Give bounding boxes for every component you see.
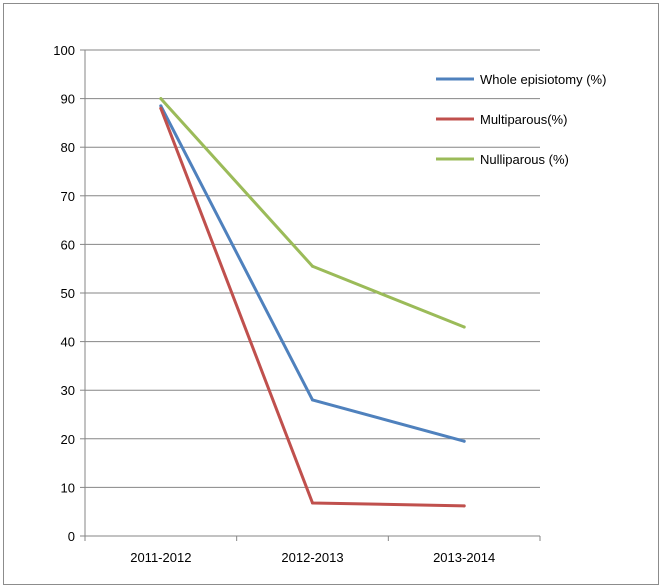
data-point — [462, 504, 466, 508]
x-tick-label: 2013-2014 — [433, 550, 495, 565]
x-axis: 2011-2012 2012-2013 2013-2014 — [84, 535, 541, 565]
legend-label-2: Nulliparous (%) — [480, 152, 569, 167]
legend-label-1: Multiparous(%) — [480, 112, 567, 127]
legend-label-0: Whole episiotomy (%) — [480, 72, 606, 87]
gridlines — [85, 49, 540, 488]
y-tick-label: 70 — [61, 189, 75, 204]
series-lines — [159, 97, 466, 508]
y-tick-label: 50 — [61, 286, 75, 301]
y-tick-label: 20 — [61, 432, 75, 447]
data-point — [311, 501, 314, 505]
y-tick-label: 80 — [61, 140, 75, 155]
data-point — [462, 439, 466, 443]
data-point — [159, 97, 163, 101]
data-point — [311, 398, 314, 402]
data-point — [159, 106, 163, 110]
x-tick-label: 2011-2012 — [130, 550, 191, 565]
legend: Whole episiotomy (%) Multiparous(%) Nullip… — [436, 72, 606, 167]
y-tick-label: 60 — [61, 237, 75, 252]
data-point — [311, 264, 314, 268]
x-tick-label: 2012-2013 — [281, 550, 343, 565]
y-tick-label: 90 — [61, 92, 75, 107]
data-point — [462, 325, 466, 329]
data-point — [159, 104, 163, 108]
y-tick-label: 40 — [61, 335, 75, 350]
y-axis: 0 10 20 30 40 50 60 70 80 90 100 — [53, 43, 86, 544]
chart-frame — [3, 3, 659, 585]
y-tick-label: 100 — [53, 43, 75, 58]
series-line-0 — [159, 104, 466, 443]
y-tick-label: 0 — [68, 529, 75, 544]
y-tick-label: 10 — [61, 480, 75, 495]
y-tick-label: 30 — [61, 383, 75, 398]
series-line-1 — [159, 106, 466, 508]
